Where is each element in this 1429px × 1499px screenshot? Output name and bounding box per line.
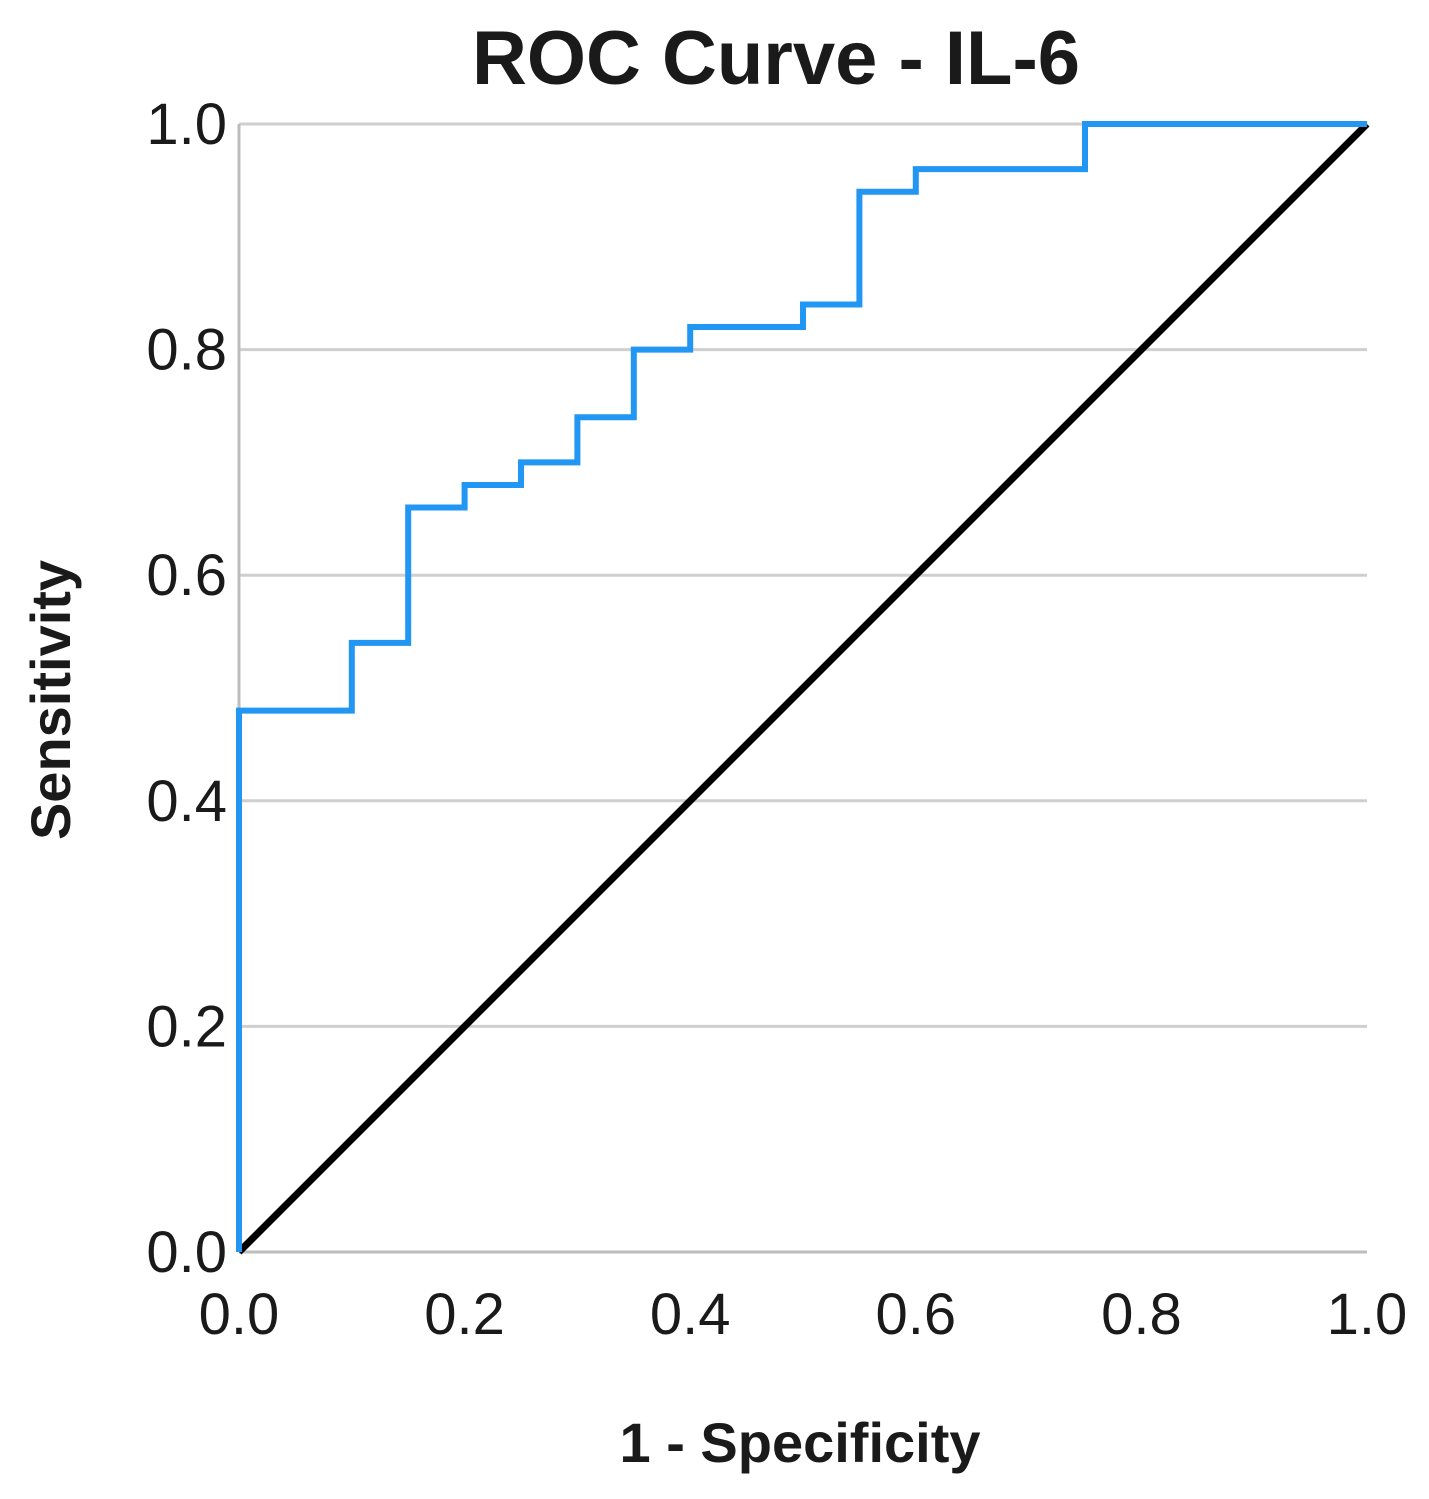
x-tick-label: 0.6 — [875, 1282, 956, 1347]
x-tick-label: 0.2 — [424, 1282, 505, 1347]
series-reference-line-line — [236, 121, 1370, 1255]
x-tick-label: 0.0 — [199, 1282, 280, 1347]
x-axis-label: 1 - Specificity — [619, 1411, 980, 1474]
y-axis-ticks: 0.0 0.2 0.4 0.6 0.8 1.0 — [146, 92, 227, 1285]
x-axis-ticks: 0.0 0.2 0.4 0.6 0.8 1.0 — [199, 1282, 1408, 1347]
y-tick-label: 0.2 — [146, 994, 227, 1059]
y-tick-label: 0.0 — [146, 1220, 227, 1285]
x-tick-label: 0.8 — [1101, 1282, 1182, 1347]
grid-lines — [239, 122, 1367, 1028]
series-group — [236, 121, 1370, 1255]
x-tick-label: 0.4 — [650, 1282, 731, 1347]
y-axis-label: Sensitivity — [19, 560, 82, 840]
y-tick-label: 1.0 — [146, 92, 227, 157]
y-tick-label: 0.6 — [146, 543, 227, 608]
chart-title: ROC Curve - IL-6 — [472, 16, 1080, 101]
x-tick-label: 1.0 — [1327, 1282, 1408, 1347]
series-il-6-line — [236, 121, 1367, 1252]
y-tick-label: 0.8 — [146, 318, 227, 383]
y-tick-label: 0.4 — [146, 769, 227, 834]
